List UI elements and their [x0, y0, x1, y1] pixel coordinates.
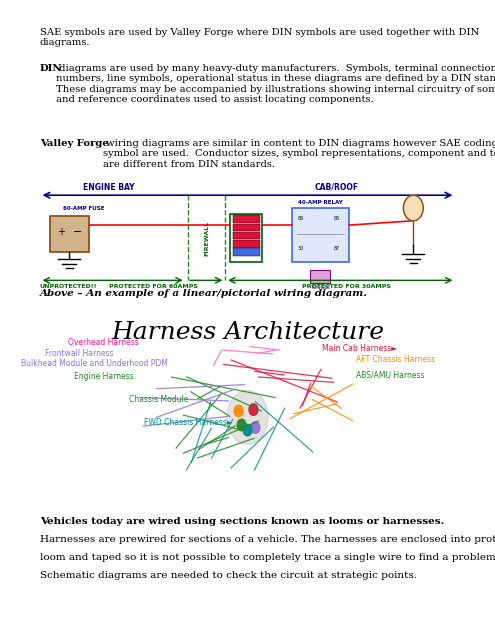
Text: Valley Forge: Valley Forge — [40, 139, 108, 148]
Text: AFT Chassis Harness: AFT Chassis Harness — [356, 355, 436, 364]
Text: +: + — [57, 227, 65, 237]
Circle shape — [243, 424, 252, 436]
Text: Harness Architecture: Harness Architecture — [111, 321, 384, 344]
Bar — [292, 208, 349, 262]
Text: 30: 30 — [298, 246, 304, 252]
Text: 85: 85 — [334, 216, 341, 221]
Text: wiring diagrams are similar in content to DIN diagrams however SAE coding and
sy: wiring diagrams are similar in content t… — [103, 139, 495, 169]
Text: PROTECTED FOR 30AMPS: PROTECTED FOR 30AMPS — [302, 284, 391, 289]
Bar — [233, 248, 260, 256]
Text: SAE symbols are used by Valley Forge where DIN symbols are used together with DI: SAE symbols are used by Valley Forge whe… — [40, 28, 479, 47]
Bar — [233, 223, 260, 231]
Circle shape — [237, 419, 246, 431]
Text: FWD Chassis Harness►: FWD Chassis Harness► — [144, 418, 233, 427]
Text: Frontwall Harness: Frontwall Harness — [45, 349, 114, 358]
Text: DIN: DIN — [40, 64, 62, 73]
Circle shape — [249, 404, 258, 415]
Text: Bulkhead Module and Underhood PDM: Bulkhead Module and Underhood PDM — [21, 359, 168, 368]
Bar — [50, 216, 89, 252]
Text: 60-AMP FUSE: 60-AMP FUSE — [63, 206, 105, 211]
Text: 87: 87 — [334, 246, 341, 252]
Text: −: − — [73, 227, 82, 237]
Bar — [310, 270, 330, 283]
Text: Overhead Harness: Overhead Harness — [68, 338, 139, 347]
Bar — [233, 240, 260, 248]
Text: Above – An example of a linear/pictorial wiring diagram.: Above – An example of a linear/pictorial… — [40, 289, 367, 298]
Bar — [233, 232, 260, 239]
Text: TOGGLE: TOGGLE — [310, 285, 330, 291]
Text: PROTECTED FOR 60AMPS: PROTECTED FOR 60AMPS — [109, 284, 198, 289]
Text: Vehicles today are wired using sections known as looms or harnesses.: Vehicles today are wired using sections … — [40, 517, 444, 526]
Circle shape — [234, 405, 243, 417]
Text: CAB/ROOF: CAB/ROOF — [314, 183, 359, 192]
Text: 40-AMP RELAY: 40-AMP RELAY — [298, 200, 343, 205]
Text: Engine Harness: Engine Harness — [74, 372, 134, 381]
Text: UNPROTECTED!!: UNPROTECTED!! — [40, 284, 97, 289]
Text: Harnesses are prewired for sections of a vehicle. The harnesses are enclosed int: Harnesses are prewired for sections of a… — [40, 535, 495, 544]
Text: Schematic diagrams are needed to check the circuit at strategic points.: Schematic diagrams are needed to check t… — [40, 571, 417, 580]
Bar — [233, 215, 260, 223]
Text: FIREWALL: FIREWALL — [204, 220, 209, 256]
Text: ENGINE BAY: ENGINE BAY — [83, 183, 135, 192]
Circle shape — [403, 195, 423, 221]
Text: Chassis Module: Chassis Module — [129, 396, 188, 404]
Text: 86: 86 — [298, 216, 304, 221]
Bar — [230, 214, 262, 262]
Circle shape — [251, 422, 260, 433]
Text: Main Cab Harness►: Main Cab Harness► — [322, 344, 397, 353]
Text: diagrams are used by many heavy-duty manufacturers.  Symbols, terminal connectio: diagrams are used by many heavy-duty man… — [56, 64, 495, 104]
Text: ABS/AMU Harness: ABS/AMU Harness — [356, 371, 425, 380]
Text: loom and taped so it is not possible to completely trace a single wire to find a: loom and taped so it is not possible to … — [40, 553, 495, 562]
Circle shape — [227, 390, 268, 444]
